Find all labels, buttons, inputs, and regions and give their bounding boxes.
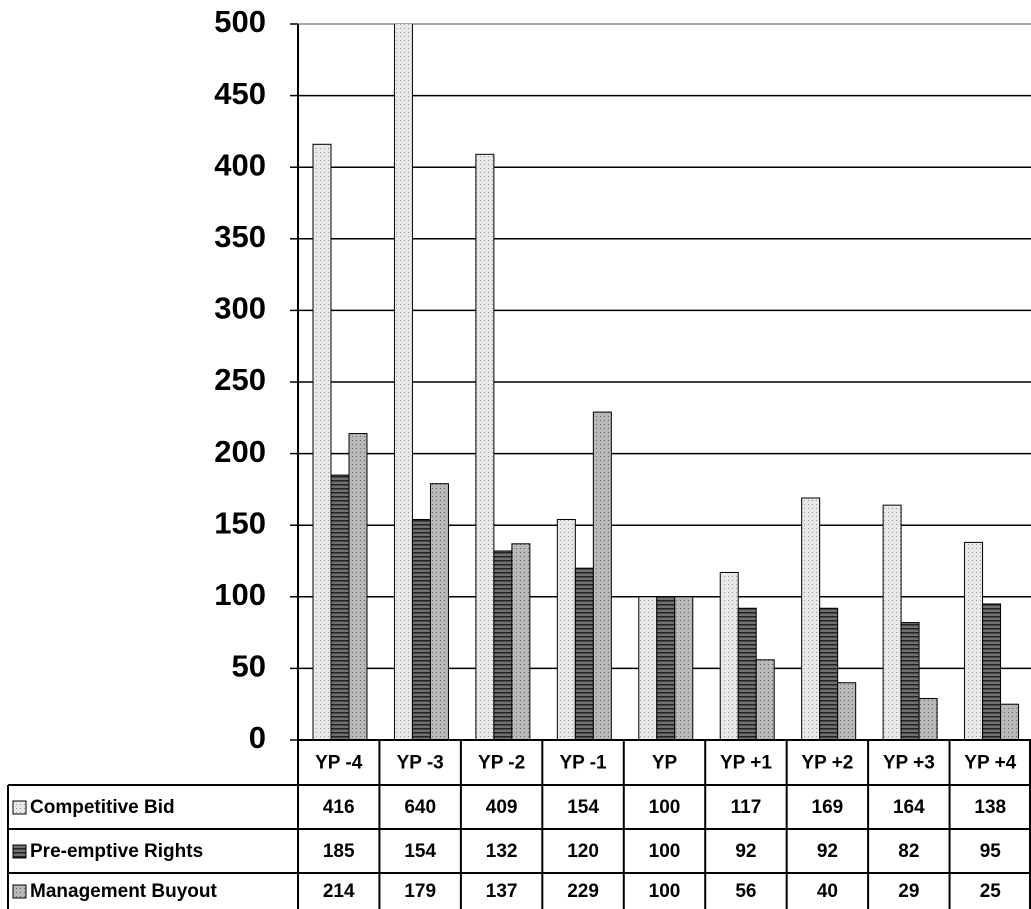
bar <box>819 607 839 740</box>
bar <box>719 571 739 740</box>
table-value: 132 <box>486 841 518 862</box>
x-tick-label: YP +2 <box>801 753 853 774</box>
bar <box>330 474 350 740</box>
table-value: 120 <box>567 841 599 862</box>
table-value: 100 <box>649 881 681 902</box>
bar <box>755 659 775 740</box>
y-tick-label: 500 <box>214 4 266 39</box>
y-tick-label: 150 <box>214 505 266 540</box>
bars <box>312 24 1020 740</box>
table-value: 56 <box>735 881 756 902</box>
bar <box>429 483 449 740</box>
legend-label: Pre-emptive Rights <box>30 841 203 862</box>
table-value: 25 <box>980 881 1002 902</box>
bar <box>511 543 531 740</box>
bar <box>1000 703 1020 740</box>
table-value: 117 <box>731 797 762 818</box>
table-value: 138 <box>974 797 1006 818</box>
bar <box>737 607 757 740</box>
legend-key <box>12 884 27 899</box>
y-tick-label: 200 <box>214 434 266 469</box>
bar <box>475 153 495 740</box>
bar <box>674 596 694 740</box>
bar <box>801 497 821 740</box>
bar <box>312 143 332 740</box>
table-value: 40 <box>817 881 838 902</box>
bar <box>348 433 368 740</box>
table-value: 137 <box>486 881 518 902</box>
bar <box>656 596 676 740</box>
bar <box>900 622 920 740</box>
table-value: 164 <box>893 797 925 818</box>
table-value: 92 <box>817 841 838 862</box>
table-value: 100 <box>649 841 681 862</box>
legend-label: Management Buyout <box>30 881 218 902</box>
table-value: 229 <box>567 881 599 902</box>
y-tick-label: 450 <box>214 76 266 111</box>
table-value: 100 <box>649 797 681 818</box>
table-value: 29 <box>898 881 919 902</box>
table-value: 92 <box>735 841 756 862</box>
bar <box>411 518 431 740</box>
y-tick-label: 300 <box>214 291 266 326</box>
bar <box>918 697 938 740</box>
table-value: 179 <box>404 881 436 902</box>
table-value: 82 <box>898 841 919 862</box>
legend-label: Competitive Bid <box>30 797 175 818</box>
table-value: 154 <box>404 841 436 862</box>
table-value: 640 <box>404 797 436 818</box>
legend-key <box>12 844 27 859</box>
x-tick-label: YP -3 <box>397 753 444 774</box>
bar <box>837 682 857 740</box>
bar <box>964 541 984 740</box>
y-tick-label: 100 <box>214 577 266 612</box>
bar <box>556 518 576 740</box>
legend-key <box>12 800 27 815</box>
bar <box>638 596 658 740</box>
table-value: 185 <box>323 841 355 862</box>
y-tick-label: 350 <box>214 219 266 254</box>
bar <box>574 567 594 740</box>
table-value: 214 <box>323 881 355 902</box>
y-tick-label: 400 <box>214 147 266 182</box>
table-value: 416 <box>323 797 355 818</box>
x-tick-label: YP -4 <box>315 753 363 774</box>
x-tick-label: YP <box>652 753 678 774</box>
table-value: 169 <box>812 797 844 818</box>
x-tick-label: YP -1 <box>559 753 607 774</box>
x-tick-label: YP +4 <box>964 753 1016 774</box>
x-tick-label: YP -2 <box>478 753 525 774</box>
bar <box>592 411 612 740</box>
bar <box>982 603 1002 740</box>
x-tick-label: YP +1 <box>720 753 772 774</box>
table-value: 409 <box>486 797 518 818</box>
y-tick-label: 250 <box>214 362 266 397</box>
y-tick-label: 0 <box>249 720 266 755</box>
bar <box>882 504 902 740</box>
table-value: 154 <box>567 797 599 818</box>
x-tick-label: YP +3 <box>883 753 935 774</box>
bar <box>493 550 513 740</box>
y-tick-label: 50 <box>232 649 266 684</box>
table-value: 95 <box>980 841 1002 862</box>
bar <box>393 24 413 740</box>
